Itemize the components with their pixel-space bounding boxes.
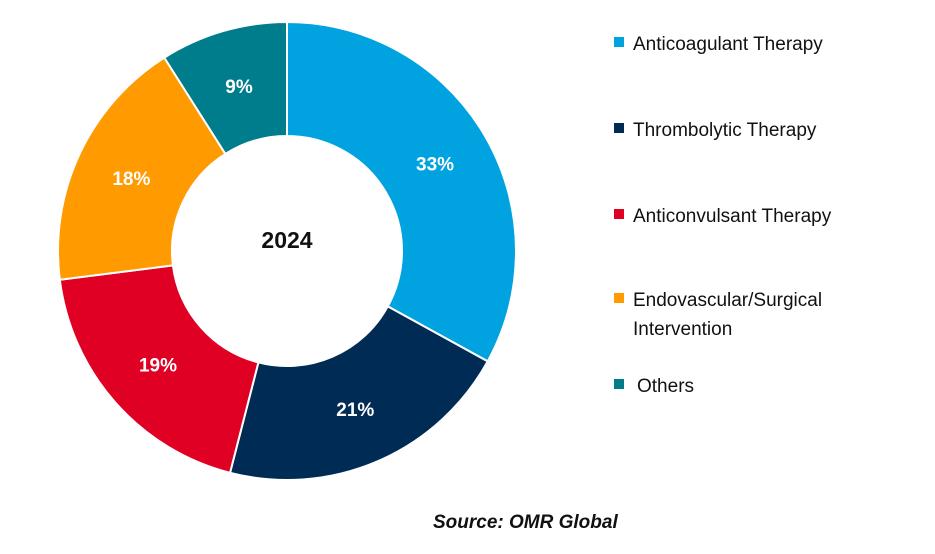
slice-thrombolytic-therapy xyxy=(228,305,490,481)
data-label-anticoagulant-therapy: 33% xyxy=(416,154,454,175)
data-label-thrombolytic-therapy: 21% xyxy=(336,400,374,421)
donut-slices xyxy=(57,20,517,481)
slice-anticonvulsant-therapy xyxy=(58,264,260,475)
legend-item: Others xyxy=(614,372,897,401)
slice-others xyxy=(162,20,288,156)
legend-swatch xyxy=(614,379,624,389)
slice-labels: 33% 21% 19% 18% 9% xyxy=(112,77,454,421)
data-label-endovascular-surgical-intervention: 18% xyxy=(112,169,150,190)
legend-label: Others xyxy=(637,376,695,397)
data-label-anticonvulsant-therapy: 19% xyxy=(139,356,177,377)
source-note: Source: OMR Global xyxy=(433,512,618,533)
slice-endovascular-surgical-intervention xyxy=(57,56,227,281)
data-label-others: 9% xyxy=(225,77,253,98)
legend-swatch xyxy=(614,293,624,303)
legend-item: Thrombolytic Therapy xyxy=(614,116,893,145)
legend-swatch xyxy=(614,37,624,47)
legend-swatch xyxy=(614,209,624,219)
legend-item: Anticoagulant Therapy xyxy=(614,30,893,59)
legend-label: Anticonvulsant Therapy xyxy=(633,206,832,227)
legend-swatch xyxy=(614,123,624,133)
legend-label: Thrombolytic Therapy xyxy=(633,120,817,141)
legend-label: Endovascular/Surgical Intervention xyxy=(633,290,823,340)
legend-item: Anticonvulsant Therapy xyxy=(614,202,893,231)
legend-item: Endovascular/Surgical Intervention xyxy=(614,286,893,344)
center-label: 2024 xyxy=(261,227,312,253)
legend-label: Anticoagulant Therapy xyxy=(633,34,823,55)
slice-anticoagulant-therapy xyxy=(286,20,517,363)
